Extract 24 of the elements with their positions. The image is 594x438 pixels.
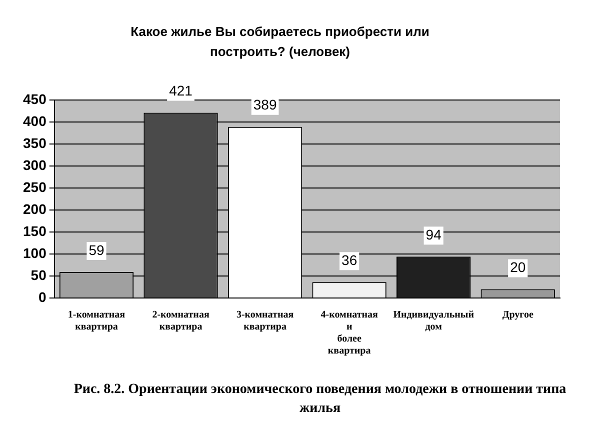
y-tick-label: 300 <box>23 156 47 173</box>
x-tick-label: 4-комнатная и более квартира <box>320 310 378 357</box>
y-tick-label: 50 <box>30 266 47 283</box>
data-label: 421 <box>169 82 193 99</box>
y-tick-label: 400 <box>23 112 47 129</box>
x-tick-label: 2-комнатная квартира <box>152 310 210 333</box>
text: Рис. 8.2. Ориентации экономического поведения молодежи в отношении типа жилья <box>72 381 568 418</box>
y-tick-label: 100 <box>23 244 47 261</box>
y-tick-label: 0 <box>38 288 47 305</box>
y-tick-label: 450 <box>23 90 47 107</box>
data-label: 389 <box>253 96 277 113</box>
chart-title: Какое жилье Вы собираетесь приобрести или построить? (человек) <box>130 23 430 61</box>
x-tick-label: 1-комнатная квартира <box>68 310 126 333</box>
data-label: 59 <box>88 242 104 258</box>
x-tick-label: 3-комнатная квартира <box>236 310 294 333</box>
y-tick-label: 200 <box>23 200 47 217</box>
data-label: 94 <box>426 226 442 242</box>
data-label: 20 <box>510 259 526 276</box>
x-tick-label: Другое <box>502 310 534 321</box>
x-tick-label: Индивидуальный дом <box>393 310 474 333</box>
y-tick-label: 150 <box>23 222 47 239</box>
y-tick-label: 250 <box>23 178 47 195</box>
data-label: 36 <box>342 252 358 268</box>
y-tick-label: 350 <box>23 134 47 151</box>
